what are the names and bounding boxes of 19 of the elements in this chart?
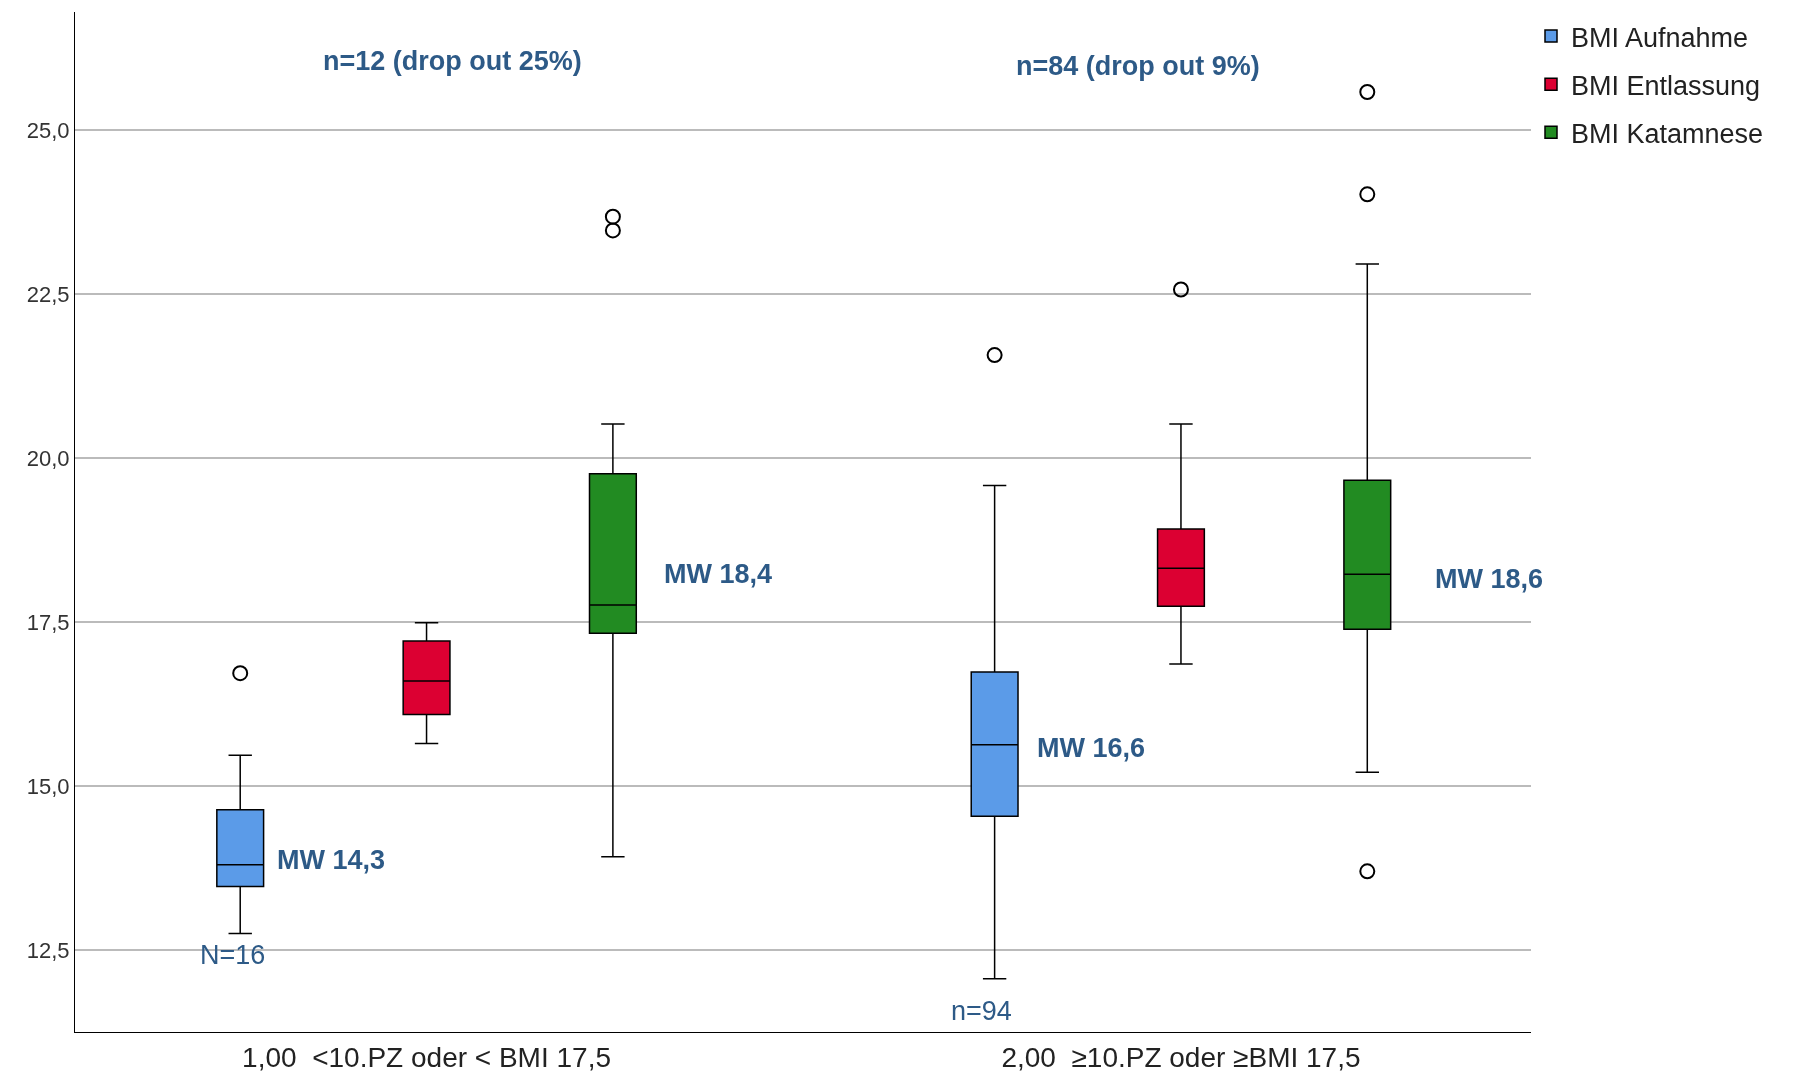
annotation: MW 18,4 bbox=[664, 559, 773, 589]
annotation: N=16 bbox=[200, 940, 266, 970]
y-tick-label: 22,5 bbox=[26, 281, 70, 307]
annotation: MW 14,3 bbox=[277, 845, 386, 875]
x-tick-label: 2,00 ≥10.PZ oder ≥BMI 17,5 bbox=[1001, 1041, 1361, 1073]
legend-label: BMI Aufnahme bbox=[1571, 22, 1749, 53]
y-tick-label: 15,0 bbox=[26, 773, 70, 799]
y-tick-label: 20,0 bbox=[26, 445, 70, 471]
annotation: n=94 bbox=[951, 996, 1012, 1026]
y-tick-label: 17,5 bbox=[26, 609, 70, 635]
annotation: MW 16,6 bbox=[1037, 733, 1146, 763]
y-tick-label: 12,5 bbox=[26, 937, 70, 963]
x-tick-label: 1,00 <10.PZ oder < BMI 17,5 bbox=[242, 1041, 611, 1073]
annotation: n=84 (drop out 9%) bbox=[1016, 51, 1260, 81]
annotation: n=12 (drop out 25%) bbox=[323, 46, 582, 76]
legend-label: BMI Katamnese bbox=[1571, 118, 1764, 149]
legend-label: BMI Entlassung bbox=[1571, 70, 1761, 101]
y-tick-label: 25,0 bbox=[26, 117, 70, 143]
annotation: MW 18,6 bbox=[1435, 564, 1544, 594]
